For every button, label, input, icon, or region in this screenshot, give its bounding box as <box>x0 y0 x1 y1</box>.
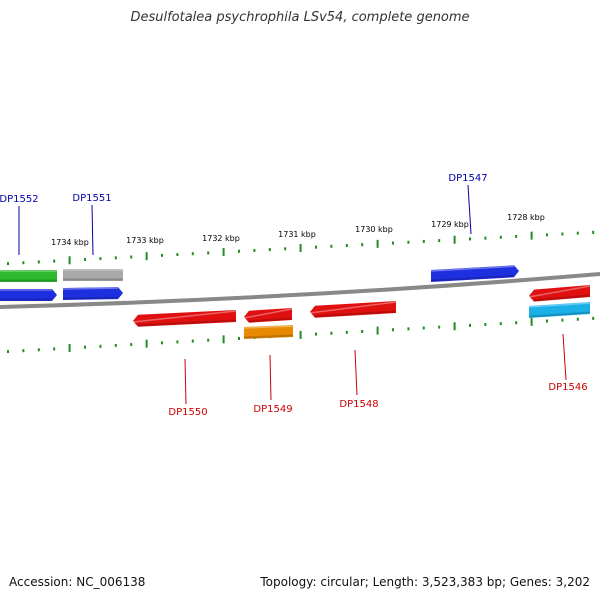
accession-label: Accession: NC_006138 <box>9 575 146 589</box>
gene-label-DP1549[interactable]: DP1549 <box>253 404 292 415</box>
gene-labels: DP1552 DP1551 DP1547 DP1550 DP1549 DP1548 DP15… <box>0 173 588 418</box>
genome-title: Desulfotalea psychrophila LSv54, complet… <box>130 10 470 25</box>
gene-DP1546[interactable] <box>528 285 591 302</box>
leader-line-DP1548 <box>354 349 358 396</box>
scale-label: 1732 kbp <box>202 234 240 243</box>
gene-label-DP1548[interactable]: DP1548 <box>339 399 378 410</box>
gene-DP1551[interactable] <box>62 287 123 300</box>
gene-gray-feature[interactable] <box>63 269 123 281</box>
gene-orange-feature[interactable] <box>243 325 294 339</box>
gene-green-feature[interactable] <box>0 270 57 282</box>
scale-label: 1729 kbp <box>431 220 469 229</box>
scale-label: 1733 kbp <box>126 236 164 245</box>
scale-label: 1728 kbp <box>507 213 545 222</box>
gene-label-DP1547[interactable]: DP1547 <box>448 173 487 184</box>
leader-line-DP1549 <box>269 354 272 401</box>
genome-info-label: Topology: circular; Length: 3,523,383 bp… <box>260 575 590 589</box>
gene-DP1547[interactable] <box>430 265 519 282</box>
scale-label: 1731 kbp <box>278 230 316 239</box>
label-leader-lines <box>18 184 567 405</box>
features <box>0 265 591 339</box>
scale-label: 1730 kbp <box>355 225 393 234</box>
gene-label-DP1550[interactable]: DP1550 <box>168 407 207 418</box>
scale-ticks-reverse <box>7 316 595 354</box>
scale-ticks-forward <box>7 230 595 266</box>
leader-line-DP1551 <box>91 204 94 256</box>
gene-cyan-feature[interactable] <box>528 302 591 318</box>
gene-DP1549[interactable] <box>243 308 293 323</box>
gene-label-DP1552[interactable]: DP1552 <box>0 194 39 205</box>
leader-line-DP1547 <box>467 184 472 235</box>
leader-line-DP1550 <box>184 358 187 405</box>
scale-labels: 1734 kbp 1733 kbp 1732 kbp 1731 kbp 1730 kbp… <box>51 213 545 247</box>
gene-DP1552[interactable] <box>0 289 57 301</box>
genome-backbone <box>0 272 600 309</box>
gene-DP1550[interactable] <box>132 310 237 327</box>
gene-DP1548[interactable] <box>309 301 397 318</box>
gene-label-DP1546[interactable]: DP1546 <box>548 382 587 393</box>
leader-line-DP1546 <box>562 333 567 381</box>
scale-label: 1734 kbp <box>51 238 89 247</box>
gene-label-DP1551[interactable]: DP1551 <box>72 193 111 204</box>
